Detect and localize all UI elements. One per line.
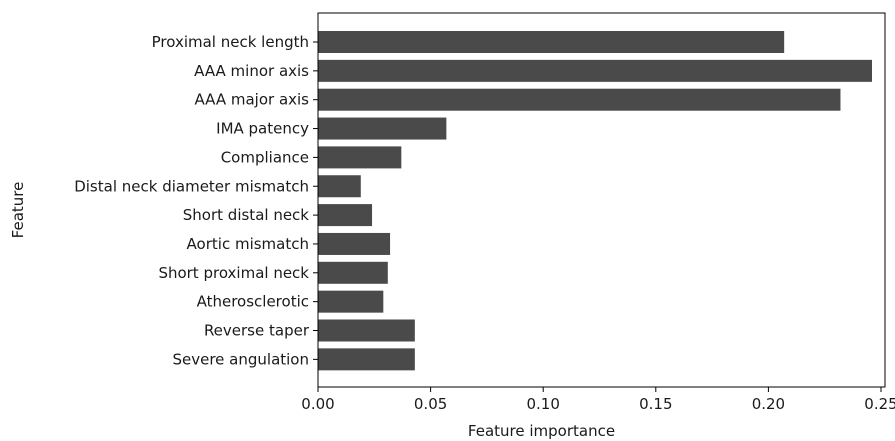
y-tick-label: Compliance bbox=[221, 148, 309, 166]
y-tick-label: IMA patency bbox=[216, 120, 309, 138]
bar-proximal-neck-length bbox=[318, 31, 785, 53]
x-axis-title: Feature importance bbox=[468, 422, 615, 440]
y-tick-label: Short proximal neck bbox=[158, 264, 309, 282]
bar-reverse-taper bbox=[318, 319, 415, 342]
y-axis-title: Feature bbox=[9, 182, 27, 239]
y-tick-label: Distal neck diameter mismatch bbox=[74, 177, 309, 195]
bar-severe-angulation bbox=[318, 348, 415, 371]
bar-aaa-major-axis bbox=[318, 88, 841, 111]
x-tick-label: 0.00 bbox=[301, 395, 334, 413]
x-tick-label: 0.10 bbox=[526, 395, 559, 413]
x-tick-label: 0.25 bbox=[864, 395, 895, 413]
y-ticks-group: Proximal neck length AAA minor axis AAA ma… bbox=[74, 33, 318, 368]
x-ticks-group: 0.00 0.05 0.10 0.15 0.20 0.25 bbox=[301, 387, 895, 413]
bar-aaa-minor-axis bbox=[318, 59, 872, 82]
bar-distal-neck-diameter-mismatch bbox=[318, 175, 361, 198]
y-tick-label: Reverse taper bbox=[204, 322, 310, 340]
y-tick-label: AAA minor axis bbox=[194, 62, 309, 80]
y-tick-label: Proximal neck length bbox=[152, 33, 309, 51]
axes-frame bbox=[317, 12, 886, 388]
bar-ima-patency bbox=[318, 117, 447, 140]
x-tick-label: 0.15 bbox=[639, 395, 672, 413]
bars-group bbox=[318, 31, 872, 371]
x-tick-label: 0.05 bbox=[414, 395, 447, 413]
bar-compliance bbox=[318, 146, 402, 169]
y-tick-label: AAA major axis bbox=[194, 91, 309, 109]
x-tick-label: 0.20 bbox=[752, 395, 785, 413]
bar-aortic-mismatch bbox=[318, 232, 391, 255]
bar-short-distal-neck bbox=[318, 204, 373, 227]
bar-short-proximal-neck bbox=[318, 261, 388, 284]
bar-atherosclerotic bbox=[318, 290, 384, 313]
y-tick-label: Severe angulation bbox=[172, 350, 309, 368]
y-tick-label: Short distal neck bbox=[183, 206, 310, 224]
y-tick-label: Atherosclerotic bbox=[197, 293, 309, 311]
y-tick-label: Aortic mismatch bbox=[187, 235, 309, 253]
